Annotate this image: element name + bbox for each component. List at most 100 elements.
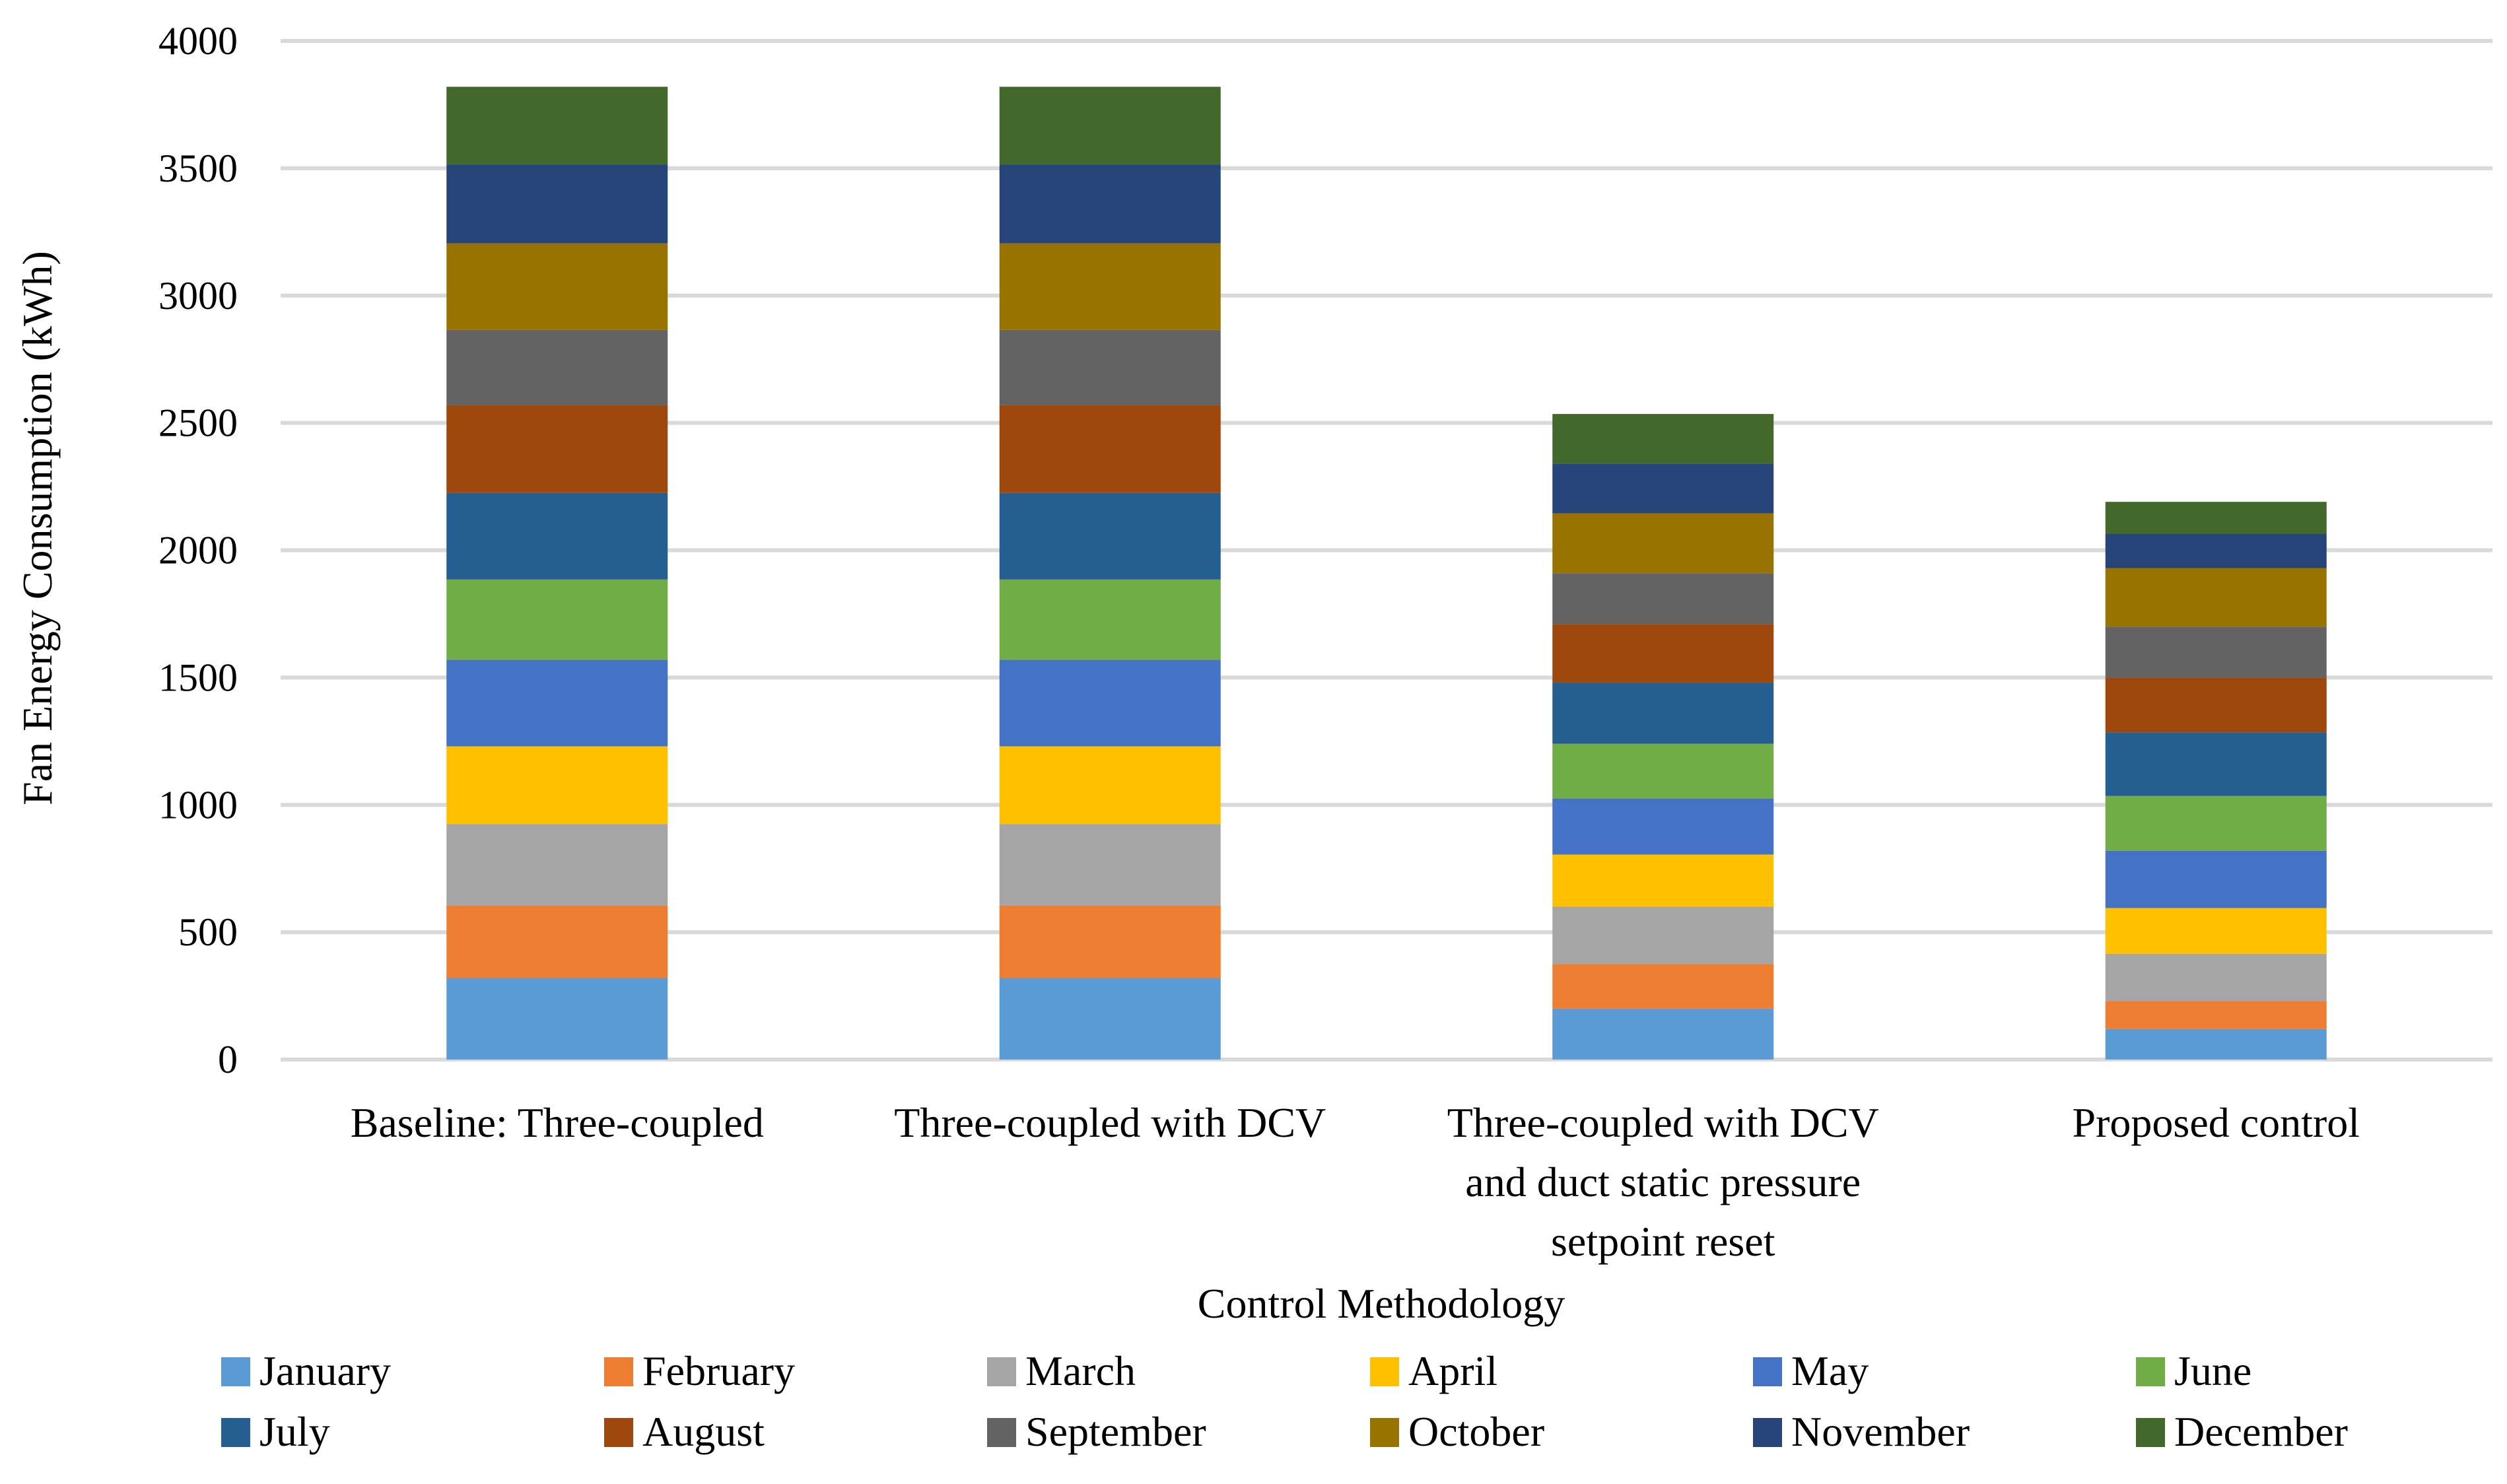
legend-swatch [1370, 1357, 1399, 1386]
bar-segment-february [446, 905, 668, 978]
x-category-label: Proposed control [2073, 1099, 2360, 1146]
bar-segment-april [446, 746, 668, 825]
legend-item: August [604, 1408, 765, 1455]
legend-swatch [2136, 1357, 2165, 1386]
bar-segment-september [1552, 573, 1774, 624]
bar-segment-june [999, 579, 1221, 660]
bar-segment-september [446, 329, 668, 405]
bar-stack [2105, 502, 2327, 1060]
y-tick-label: 2000 [158, 529, 238, 572]
legend-item: December [2136, 1408, 2348, 1455]
bar-segment-march [1552, 906, 1774, 964]
legend-item: February [604, 1347, 795, 1394]
bar-segment-december [446, 86, 668, 165]
bar-segment-november [1552, 463, 1774, 514]
legend-label: April [1408, 1347, 1497, 1394]
bar-segment-january [999, 978, 1221, 1060]
bar-segment-september [2105, 626, 2327, 678]
legend-swatch [604, 1418, 633, 1447]
x-category-label: Three-coupled with DCV [894, 1099, 1326, 1146]
legend-label: January [259, 1347, 391, 1394]
legend-item: April [1370, 1347, 1497, 1394]
bar-segment-december [999, 86, 1221, 165]
legend-label: February [642, 1347, 795, 1394]
x-axis-category-labels: Baseline: Three-coupled Three-coupled wit… [351, 1099, 2360, 1265]
bar-segment-october [999, 243, 1221, 330]
y-tick-label: 1000 [158, 783, 238, 826]
legend-label: June [2174, 1347, 2251, 1394]
legend-label: November [1791, 1408, 1970, 1455]
bar-stack [999, 86, 1221, 1060]
legend-swatch [1753, 1418, 1782, 1447]
bar-segment-october [2105, 568, 2327, 627]
bar-segment-december [1552, 414, 1774, 464]
bar-segment-november [446, 164, 668, 244]
bar-segment-august [999, 405, 1221, 493]
legend-swatch [987, 1418, 1016, 1447]
bar-segment-december [2105, 502, 2327, 534]
bar-segment-february [999, 905, 1221, 978]
legend-swatch [221, 1418, 250, 1447]
x-axis-title: Control Methodology [1198, 1280, 1565, 1327]
bar-segment-march [999, 824, 1221, 906]
y-axis-title: Fan Energy Consumption (kWh) [14, 251, 61, 805]
bar-segment-november [999, 164, 1221, 244]
bar-segment-july [446, 492, 668, 580]
bar-segment-september [999, 329, 1221, 405]
legend-swatch [2136, 1418, 2165, 1447]
y-tick-label: 3500 [158, 147, 238, 190]
legend-label: August [642, 1408, 765, 1455]
bar-stacks [446, 86, 2327, 1060]
bar-segment-july [2105, 732, 2327, 796]
legend-swatch [987, 1357, 1016, 1386]
legend-label: October [1408, 1408, 1544, 1455]
bar-segment-october [446, 243, 668, 330]
legend-item: June [2136, 1347, 2251, 1394]
legend: January February March April May June July Augu… [221, 1347, 2348, 1455]
bar-segment-october [1552, 513, 1774, 574]
bar-stack [446, 86, 668, 1060]
bar-segment-may [1552, 798, 1774, 855]
legend-swatch [221, 1357, 250, 1386]
bar-stack [1552, 414, 1774, 1060]
bar-segment-may [446, 659, 668, 747]
x-category-label: and duct static pressure [1465, 1159, 1861, 1205]
legend-swatch [1753, 1357, 1782, 1386]
bar-segment-january [2105, 1029, 2327, 1060]
legend-item: July [221, 1408, 330, 1455]
legend-swatch [604, 1357, 633, 1386]
bar-segment-february [1552, 964, 1774, 1009]
bar-segment-november [2105, 533, 2327, 568]
bar-segment-august [1552, 624, 1774, 683]
y-tick-label: 500 [178, 910, 238, 954]
legend-swatch [1370, 1418, 1399, 1447]
bar-segment-june [2105, 795, 2327, 851]
legend-label: May [1791, 1347, 1869, 1394]
x-category-label: Three-coupled with DCV [1447, 1099, 1879, 1146]
bar-segment-june [446, 579, 668, 660]
bar-segment-april [999, 746, 1221, 825]
bar-segment-july [1552, 683, 1774, 744]
bar-segment-june [1552, 743, 1774, 799]
legend-label: July [259, 1408, 330, 1455]
legend-item: November [1753, 1408, 1970, 1455]
y-tick-label: 3000 [158, 274, 238, 318]
x-category-label: setpoint reset [1551, 1218, 1775, 1265]
bar-segment-may [999, 659, 1221, 747]
legend-item: May [1753, 1347, 1869, 1394]
bar-segment-march [446, 824, 668, 906]
bar-segment-may [2105, 850, 2327, 908]
legend-item: January [221, 1347, 391, 1394]
bar-segment-march [2105, 953, 2327, 1001]
bar-segment-april [2105, 908, 2327, 954]
legend-item: March [987, 1347, 1136, 1394]
bar-segment-january [446, 978, 668, 1060]
legend-item: September [987, 1408, 1206, 1455]
x-category-label: Baseline: Three-coupled [351, 1099, 764, 1146]
legend-label: March [1025, 1347, 1136, 1394]
y-tick-label: 2500 [158, 401, 238, 445]
legend-label: September [1025, 1408, 1206, 1455]
bar-segment-january [1552, 1008, 1774, 1060]
y-axis-tick-labels: 0 500 1000 1500 2000 2500 3000 3500 4000 [158, 19, 238, 1081]
